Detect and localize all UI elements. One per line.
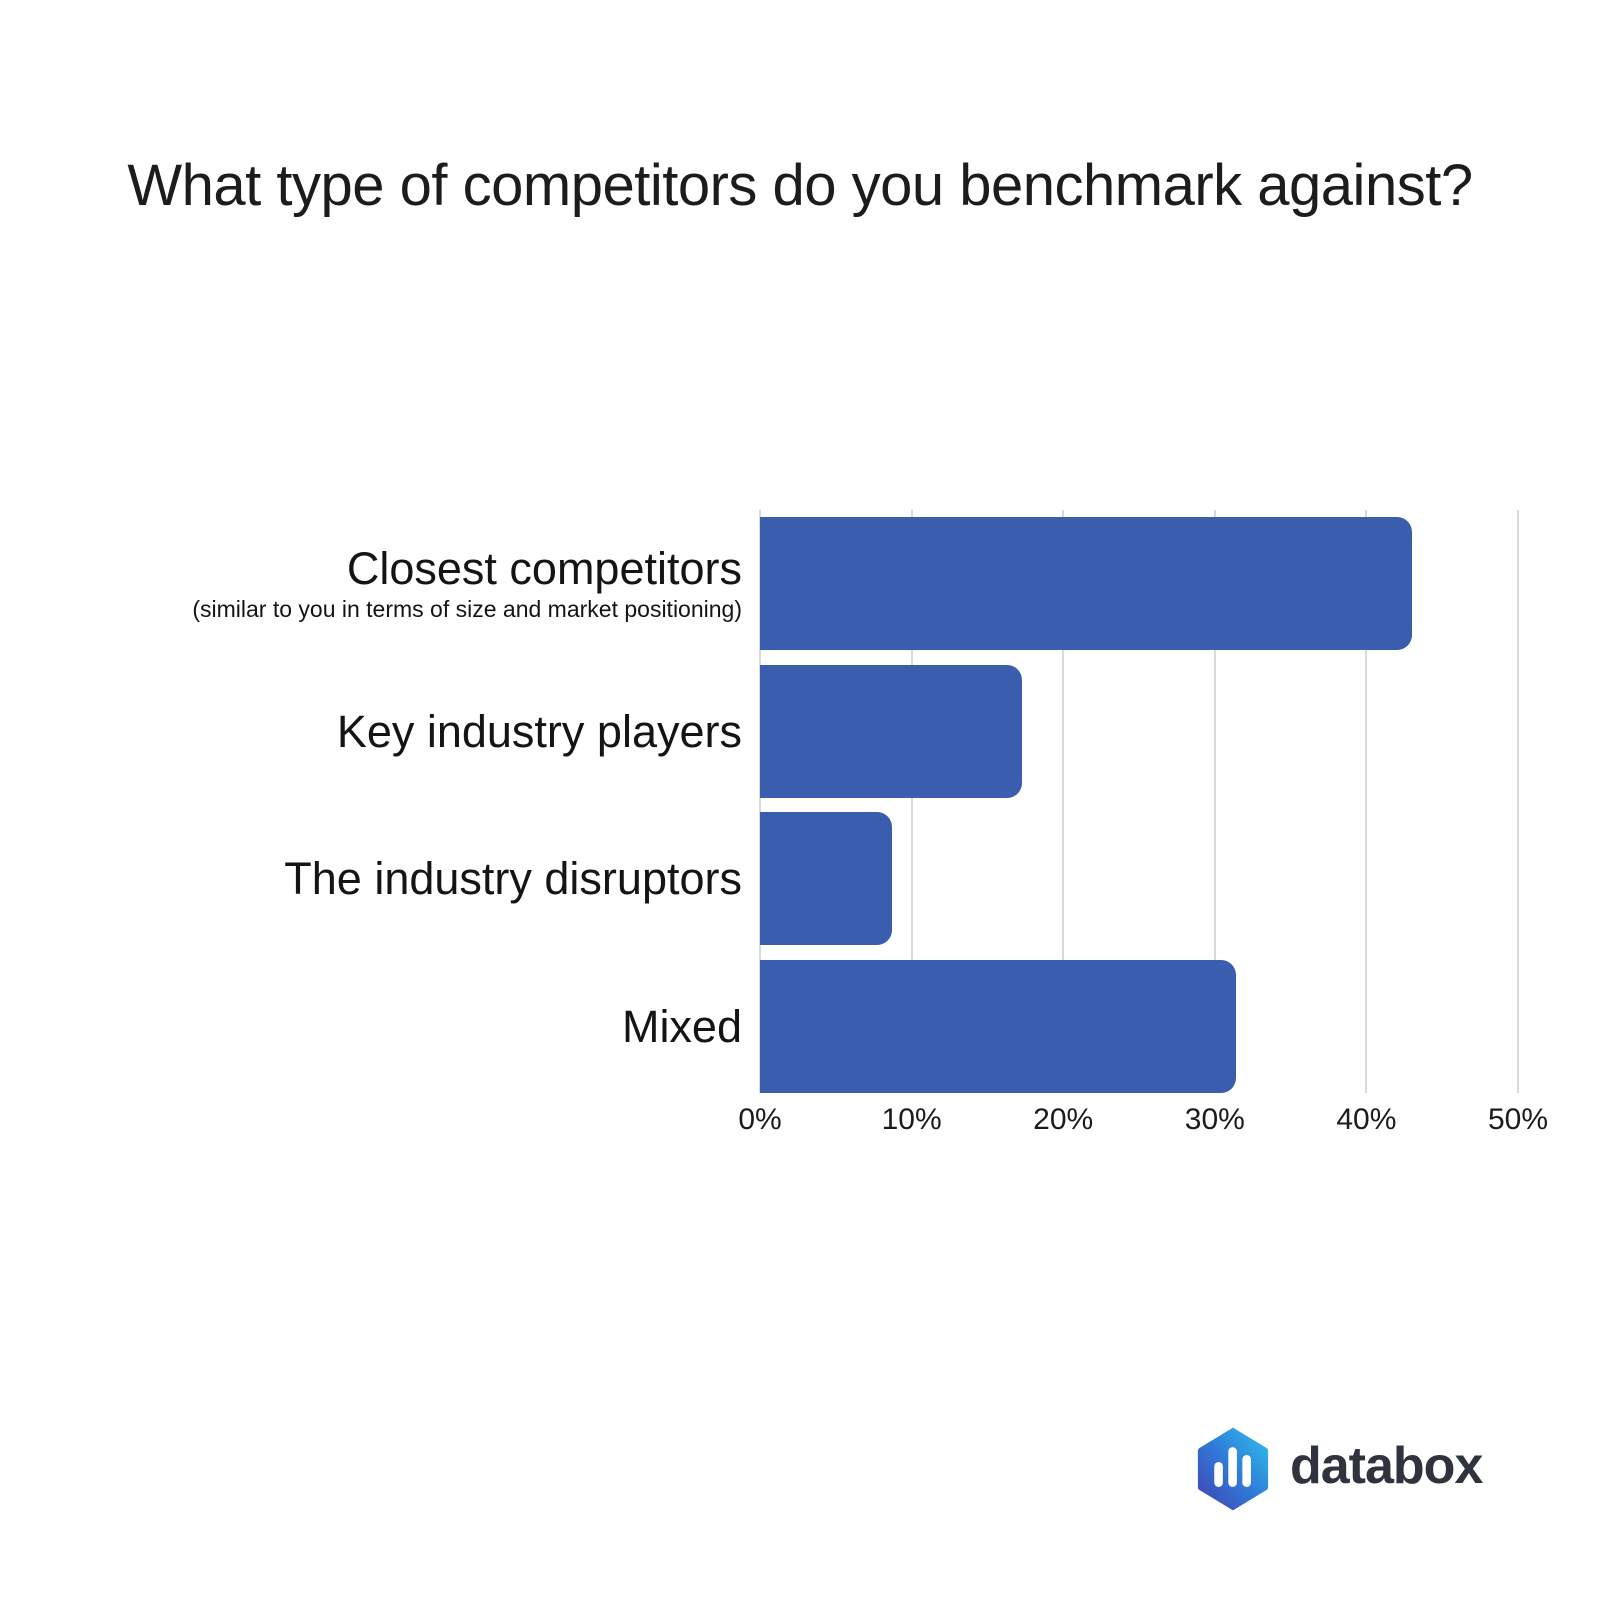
gridline-40: [1365, 510, 1368, 1093]
category-label-mixed: Mixed: [0, 960, 742, 1093]
category-label-text: Mixed: [621, 1000, 742, 1052]
category-label-key-industry-players: Key industry players: [0, 665, 742, 798]
x-tick-30: 30%: [1184, 1103, 1245, 1136]
databox-logo: databox: [1194, 1426, 1483, 1512]
x-tick-40: 40%: [1336, 1103, 1397, 1136]
category-label-text: The industry disruptors: [284, 852, 742, 904]
gridline-10: [910, 510, 913, 1093]
icon-bar-medium: [1242, 1454, 1251, 1487]
x-tick-50: 50%: [1487, 1103, 1549, 1136]
bar-closest-competitors: [760, 517, 1412, 650]
bar-mixed: [760, 960, 1237, 1093]
gridline-30: [1213, 510, 1216, 1093]
category-label-text: Key industry players: [336, 705, 742, 757]
category-label-subtitle: (similar to you in terms of size and mar…: [192, 596, 742, 622]
plot-area: [759, 510, 1519, 1093]
x-axis: 0% 10% 20% 30% 40% 50%: [738, 1103, 1548, 1143]
x-tick-0: 0%: [738, 1103, 782, 1136]
databox-hexagon-icon: [1197, 1427, 1269, 1511]
category-label-text: Closest competitors: [346, 543, 742, 595]
gridline-20: [1062, 510, 1065, 1093]
category-axis: Closest competitors (similar to you in t…: [0, 510, 742, 1093]
icon-bar-tall: [1228, 1447, 1237, 1487]
category-label-closest-competitors: Closest competitors (similar to you in t…: [0, 517, 742, 650]
bar-key-industry-players: [760, 665, 1023, 798]
category-label-the-industry-disruptors: The industry disruptors: [0, 812, 742, 945]
gridline-50: [1517, 510, 1519, 1093]
databox-wordmark: databox: [1290, 1437, 1483, 1495]
bar-the-industry-disruptors: [760, 812, 892, 945]
chart-title: What type of competitors do you benchmar…: [127, 153, 1473, 218]
x-tick-20: 20%: [1033, 1103, 1094, 1136]
icon-bar-short: [1214, 1461, 1223, 1487]
x-tick-10: 10%: [881, 1103, 942, 1136]
gridline-0: [759, 510, 761, 1093]
